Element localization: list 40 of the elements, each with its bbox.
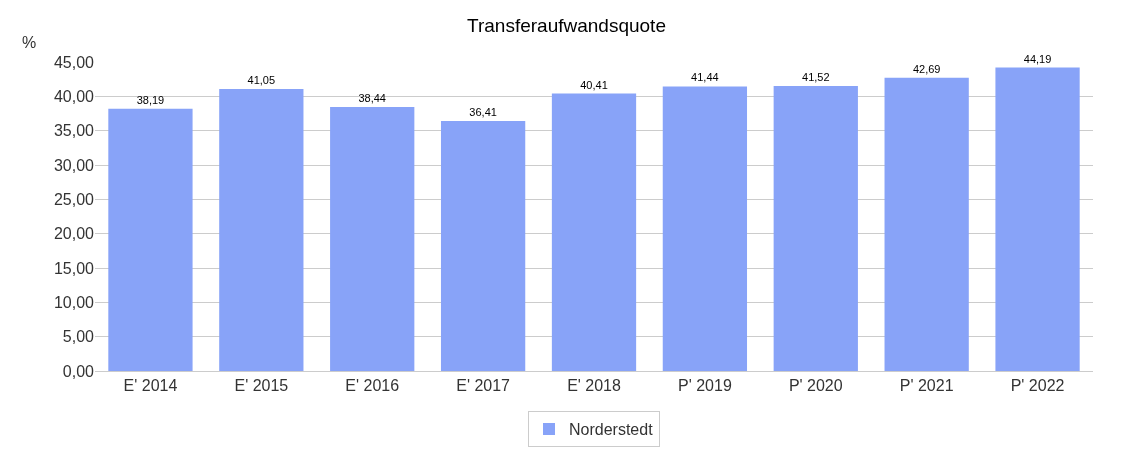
x-tick-label: E' 2015 xyxy=(234,377,289,395)
bar xyxy=(662,86,748,371)
x-tick-label: P' 2020 xyxy=(788,377,843,395)
y-tick-label: 25,00 xyxy=(53,190,95,208)
bar xyxy=(219,89,304,371)
data-label: 38,44 xyxy=(358,92,386,105)
bar xyxy=(773,85,858,371)
legend-label: Norderstedt xyxy=(569,421,654,439)
data-label: 36,41 xyxy=(469,105,497,118)
y-tick-label: 20,00 xyxy=(53,225,95,243)
chart-title: Transferaufwandsquote xyxy=(467,14,666,36)
y-axis-title: % xyxy=(22,34,37,51)
x-tick-label: E' 2017 xyxy=(456,377,511,395)
x-tick-label: P' 2019 xyxy=(678,377,732,395)
y-tick-label: 40,00 xyxy=(53,87,95,105)
y-tick-label: 10,00 xyxy=(53,293,95,311)
data-label: 44,19 xyxy=(1023,52,1052,65)
x-tick-label: E' 2016 xyxy=(345,377,400,395)
x-tick-label: E' 2018 xyxy=(567,377,621,395)
x-tick-label: E' 2014 xyxy=(123,377,178,395)
data-label: 42,69 xyxy=(912,62,941,75)
y-tick-label: 45,00 xyxy=(53,53,95,71)
data-label: 41,52 xyxy=(802,70,830,83)
bar xyxy=(551,93,637,371)
data-label: 41,44 xyxy=(691,71,719,84)
bar xyxy=(884,77,969,371)
y-tick-label: 15,00 xyxy=(53,259,95,277)
bar xyxy=(995,67,1080,371)
y-tick-label: 0,00 xyxy=(62,362,95,380)
y-tick-label: 35,00 xyxy=(53,122,95,140)
data-label: 40,41 xyxy=(580,78,608,91)
y-tick-label: 30,00 xyxy=(53,156,95,174)
bar xyxy=(330,107,415,371)
data-label: 38,19 xyxy=(136,93,165,106)
bar xyxy=(440,120,526,371)
x-tick-label: P' 2021 xyxy=(899,377,954,395)
y-tick-label: 5,00 xyxy=(62,328,95,346)
bar xyxy=(108,108,193,371)
x-tick-label: P' 2022 xyxy=(1010,377,1065,395)
data-label: 41,05 xyxy=(247,74,276,87)
